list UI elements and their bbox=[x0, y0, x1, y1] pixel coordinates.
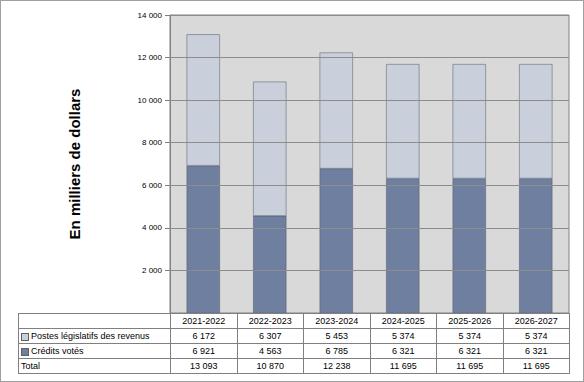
html-text:6 172: 6 172 bbox=[192, 331, 215, 341]
svg-text:10 000: 10 000 bbox=[138, 96, 163, 105]
svg-text:2 000: 2 000 bbox=[142, 266, 163, 275]
html-text:2026-2027: 2026-2027 bbox=[514, 316, 558, 326]
html-text:5 453: 5 453 bbox=[325, 331, 348, 341]
html-text:6 321: 6 321 bbox=[525, 346, 548, 356]
html-text:11 695: 11 695 bbox=[522, 361, 550, 371]
html-text:2025-2026: 2025-2026 bbox=[448, 316, 492, 326]
svg-text:12 000: 12 000 bbox=[138, 53, 163, 62]
html-text:2023-2024: 2023-2024 bbox=[315, 316, 359, 326]
html-text:6 321: 6 321 bbox=[392, 346, 415, 356]
html-text:13 093: 13 093 bbox=[190, 361, 218, 371]
html-text:12 238: 12 238 bbox=[323, 361, 351, 371]
html-text:Total: Total bbox=[21, 361, 40, 371]
html-text:6 307: 6 307 bbox=[259, 331, 282, 341]
svg-text:En milliers de dollars: En milliers de dollars bbox=[66, 89, 83, 240]
html-text:6 785: 6 785 bbox=[325, 346, 348, 356]
html-text:10 870: 10 870 bbox=[256, 361, 284, 371]
svg-text:4 000: 4 000 bbox=[142, 223, 163, 232]
svg-text:14 000: 14 000 bbox=[138, 11, 163, 20]
html-text:2021-2022: 2021-2022 bbox=[182, 316, 226, 326]
html-text:6 321: 6 321 bbox=[458, 346, 481, 356]
html-text:2022-2023: 2022-2023 bbox=[248, 316, 292, 326]
html-text:5 374: 5 374 bbox=[392, 331, 415, 341]
svg-text:8 000: 8 000 bbox=[142, 138, 163, 147]
html-text:11 695: 11 695 bbox=[456, 361, 484, 371]
html-text:5 374: 5 374 bbox=[458, 331, 481, 341]
svg-text:6 000: 6 000 bbox=[142, 181, 163, 190]
html-text:6 921: 6 921 bbox=[192, 346, 215, 356]
html-text:11 695: 11 695 bbox=[389, 361, 417, 371]
html-text:5 374: 5 374 bbox=[525, 331, 548, 341]
html-text:Postes législatifs des revenus: Postes législatifs des revenus bbox=[31, 331, 150, 341]
html-text:2024-2025: 2024-2025 bbox=[381, 316, 425, 326]
html-text:Crédits votés: Crédits votés bbox=[31, 346, 84, 356]
html-text:4 563: 4 563 bbox=[259, 346, 282, 356]
